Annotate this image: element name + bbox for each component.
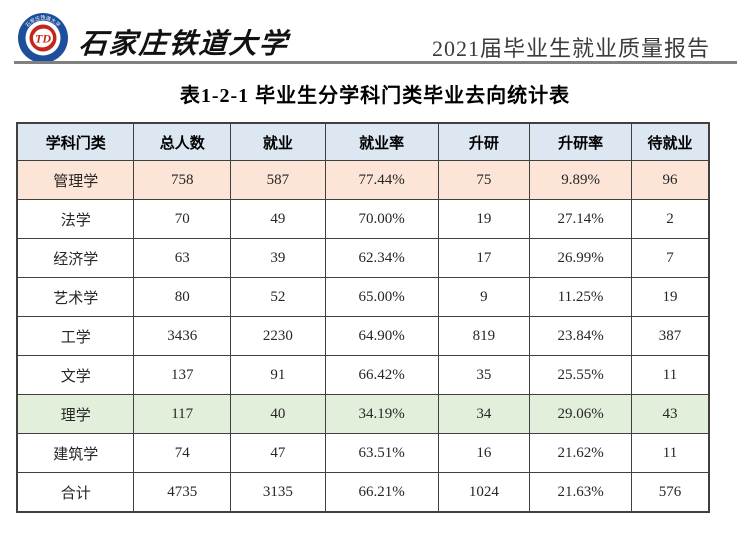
table-cell: 40 <box>229 394 326 434</box>
table-cell: 9 <box>437 277 531 317</box>
table-cell: 文学 <box>16 355 135 395</box>
table-cell: 137 <box>133 355 231 395</box>
table-header-row: 学科门类 总人数 就业 就业率 升研 升研率 待就业 <box>16 122 710 161</box>
table-cell: 合计 <box>16 472 135 513</box>
table-cell: 理学 <box>16 394 135 434</box>
column-header: 待就业 <box>630 122 710 161</box>
table-cell: 2230 <box>229 316 326 356</box>
table-cell: 62.34% <box>324 238 439 278</box>
table-cell: 3135 <box>229 472 326 513</box>
table-cell: 21.63% <box>529 472 632 513</box>
table-cell: 11.25% <box>529 277 632 317</box>
table-cell: 34 <box>437 394 531 434</box>
table-cell: 77.44% <box>324 160 439 200</box>
column-header: 就业率 <box>324 122 439 161</box>
table-row: 合计 4735 3135 66.21% 1024 21.63% 576 <box>16 472 710 513</box>
table-cell: 管理学 <box>16 160 135 200</box>
column-header: 就业 <box>229 122 326 161</box>
table-cell: 819 <box>437 316 531 356</box>
table-cell: 39 <box>229 238 326 278</box>
table-cell: 587 <box>229 160 326 200</box>
table-cell: 3436 <box>133 316 231 356</box>
table-cell: 19 <box>437 199 531 239</box>
university-name: 石家庄铁道大学 <box>77 29 290 60</box>
table-row: 理学 117 40 34.19% 34 29.06% 43 <box>16 394 710 434</box>
table-cell: 66.42% <box>324 355 439 395</box>
table-row: 工学 3436 2230 64.90% 819 23.84% 387 <box>16 316 710 356</box>
table-cell: 64.90% <box>324 316 439 356</box>
table-cell: 63.51% <box>324 433 439 473</box>
svg-text:TD: TD <box>35 32 51 46</box>
report-header-title: 2021届毕业生就业质量报告 <box>431 36 710 61</box>
column-header: 升研率 <box>529 122 632 161</box>
table-cell: 艺术学 <box>16 277 135 317</box>
table-cell: 80 <box>133 277 231 317</box>
table-cell: 52 <box>229 277 326 317</box>
header-divider <box>14 61 737 64</box>
table-cell: 43 <box>630 394 710 434</box>
university-logo-icon: 石家庄铁道大学 SHIJIAZHUANG TIEDAO UNIVERSITY T… <box>17 12 69 64</box>
table-row: 文学 137 91 66.42% 35 25.55% 11 <box>16 355 710 395</box>
table-cell: 47 <box>229 433 326 473</box>
column-header: 升研 <box>437 122 531 161</box>
table-cell: 63 <box>133 238 231 278</box>
table-cell: 17 <box>437 238 531 278</box>
table-cell: 758 <box>133 160 231 200</box>
table-cell: 26.99% <box>529 238 632 278</box>
table-cell: 23.84% <box>529 316 632 356</box>
table-cell: 4735 <box>133 472 231 513</box>
table-row: 管理学 758 587 77.44% 75 9.89% 96 <box>16 160 710 200</box>
table-cell: 75 <box>437 160 531 200</box>
column-header: 学科门类 <box>16 122 135 161</box>
table-cell: 7 <box>630 238 710 278</box>
table-row: 艺术学 80 52 65.00% 9 11.25% 19 <box>16 277 710 317</box>
column-header: 总人数 <box>133 122 231 161</box>
table-cell: 74 <box>133 433 231 473</box>
table-cell: 66.21% <box>324 472 439 513</box>
table-cell: 建筑学 <box>16 433 135 473</box>
table-cell: 16 <box>437 433 531 473</box>
table-cell: 29.06% <box>529 394 632 434</box>
table-row: 建筑学 74 47 63.51% 16 21.62% 11 <box>16 433 710 473</box>
table-cell: 49 <box>229 199 326 239</box>
table-cell: 2 <box>630 199 710 239</box>
table-cell: 1024 <box>437 472 531 513</box>
table-row: 法学 70 49 70.00% 19 27.14% 2 <box>16 199 710 239</box>
table-cell: 11 <box>630 355 710 395</box>
table-cell: 工学 <box>16 316 135 356</box>
table-cell: 70 <box>133 199 231 239</box>
table-cell: 27.14% <box>529 199 632 239</box>
table-cell: 25.55% <box>529 355 632 395</box>
table-cell: 70.00% <box>324 199 439 239</box>
table-cell: 11 <box>630 433 710 473</box>
table-cell: 387 <box>630 316 710 356</box>
table-cell: 117 <box>133 394 231 434</box>
table-cell: 91 <box>229 355 326 395</box>
graduate-destination-table: 学科门类 总人数 就业 就业率 升研 升研率 待就业 管理学 758 587 77.44% 75 9.… <box>16 122 710 513</box>
table-cell: 法学 <box>16 199 135 239</box>
table-caption: 表1-2-1 毕业生分学科门类毕业去向统计表 <box>179 85 571 107</box>
table-row: 经济学 63 39 62.34% 17 26.99% 7 <box>16 238 710 278</box>
table-cell: 96 <box>630 160 710 200</box>
table-cell: 65.00% <box>324 277 439 317</box>
table-cell: 34.19% <box>324 394 439 434</box>
table-cell: 经济学 <box>16 238 135 278</box>
table-cell: 19 <box>630 277 710 317</box>
table-cell: 35 <box>437 355 531 395</box>
table-cell: 9.89% <box>529 160 632 200</box>
table-cell: 576 <box>630 472 710 513</box>
table-cell: 21.62% <box>529 433 632 473</box>
